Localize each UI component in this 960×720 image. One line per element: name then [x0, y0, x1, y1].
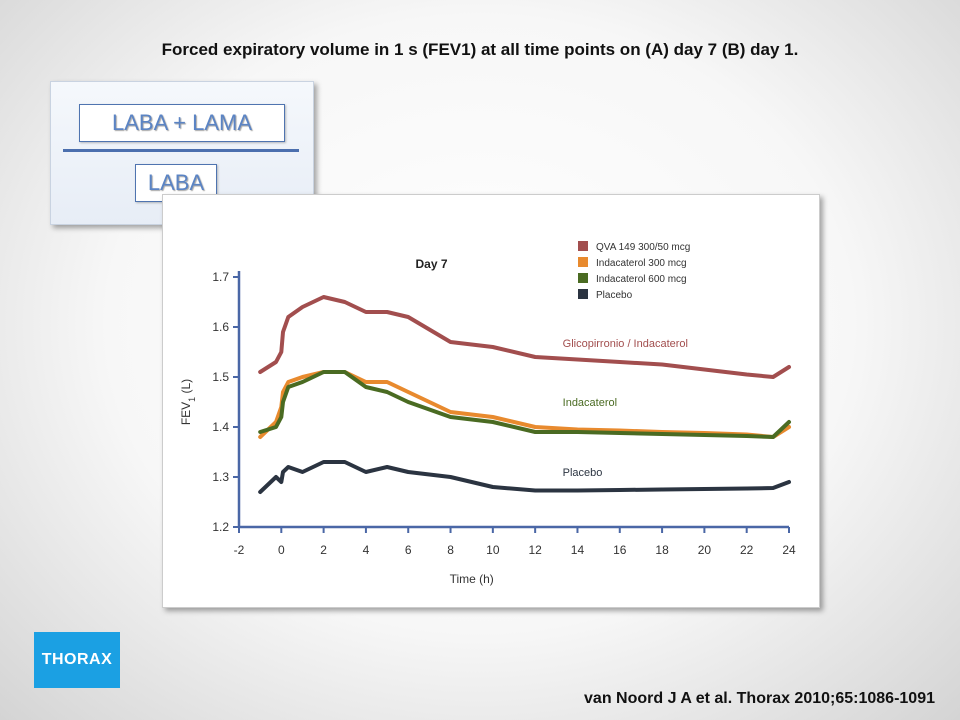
- y-tick-label: 1.7: [212, 270, 229, 284]
- legend-label-3: Placebo: [596, 290, 633, 301]
- x-tick-label: 4: [363, 543, 370, 557]
- category-divider: [63, 149, 299, 152]
- series-lines: [258, 295, 791, 494]
- x-tick-label: 12: [528, 543, 542, 557]
- series-line-2: [258, 370, 791, 439]
- legend-label-2: Indacaterol 600 mcg: [596, 274, 687, 285]
- x-tick-label: 22: [740, 543, 754, 557]
- legend-swatch-0: [578, 241, 588, 251]
- chart-card: 1.2 1.3 1.4 1.5 1.6 1.7 -2 0 2 4 6 8 10 12 14 16 18 20 22 2…: [162, 194, 820, 608]
- y-tick-label: 1.4: [212, 420, 229, 434]
- axes: 1.21.31.41.51.61.7-2 0 2 4 6 8 10 12 14 16 18 20 22 2…: [212, 270, 796, 557]
- x-tick-label: -2: [234, 543, 245, 557]
- x-tick-label: 6: [405, 543, 412, 557]
- chart-title: Day 7: [415, 257, 447, 271]
- x-tick-label: 10: [486, 543, 500, 557]
- y-axis-title: FEV1 (L): [179, 379, 197, 425]
- series-annotation-0: Glicopirronio / Indacaterol: [563, 338, 688, 350]
- x-tick-label: 24: [782, 543, 796, 557]
- y-tick-label: 1.3: [212, 470, 229, 484]
- legend-swatch-2: [578, 273, 588, 283]
- series-line-3: [258, 460, 791, 494]
- legend-swatch-3: [578, 289, 588, 299]
- fev1-line-chart: 1.21.31.41.51.61.7-2 0 2 4 6 8 10 12 14 16 18 20 22 2…: [179, 241, 796, 586]
- x-tick-label: 0: [278, 543, 285, 557]
- x-tick-label: 14: [571, 543, 585, 557]
- y-tick-label: 1.2: [212, 520, 229, 534]
- y-tick-label: 1.5: [212, 370, 229, 384]
- x-tick-label: 18: [655, 543, 669, 557]
- slide-title: Forced expiratory volume in 1 s (FEV1) a…: [161, 40, 799, 59]
- x-axis-title: Time (h): [450, 572, 494, 586]
- thorax-logo: THORAX: [34, 632, 120, 688]
- y-tick-label: 1.6: [212, 320, 229, 334]
- series-line-0: [258, 295, 791, 379]
- series-annotation-2: Indacaterol: [563, 397, 617, 409]
- x-tick-label: 20: [698, 543, 712, 557]
- x-tick-label: 16: [613, 543, 627, 557]
- series-annotation-3: Placebo: [563, 467, 603, 479]
- legend-swatch-1: [578, 257, 588, 267]
- legend-label-1: Indacaterol 300 mcg: [596, 258, 687, 269]
- x-tick-label: 2: [320, 543, 327, 557]
- series-line-1: [258, 370, 791, 439]
- laba-lama-label: LABA + LAMA: [79, 104, 285, 142]
- chart-legend: QVA 149 300/50 mcg Indacaterol 300 mcg Ind…: [578, 241, 690, 301]
- x-tick-label: 8: [447, 543, 454, 557]
- legend-label-0: QVA 149 300/50 mcg: [596, 242, 690, 253]
- chart-labels: Time (h) FEV1 (L) Day 7 Glicopirronio / Ind…: [179, 257, 688, 586]
- citation: van Noord J A et al. Thorax 2010;65:1086…: [584, 690, 935, 707]
